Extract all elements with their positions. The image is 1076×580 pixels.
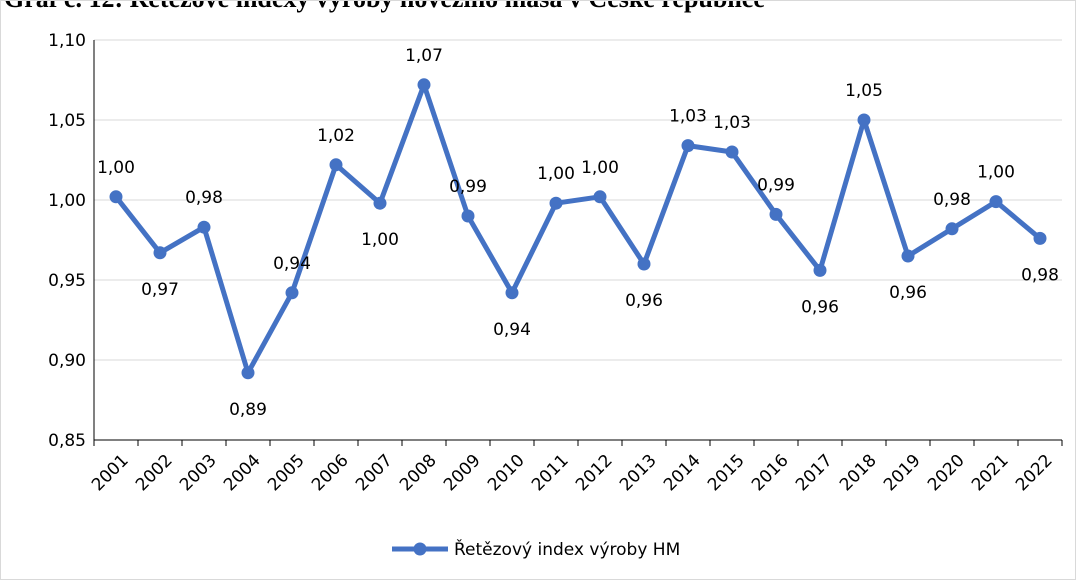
y-tick-label: 1,05	[48, 111, 86, 131]
data-point	[857, 113, 871, 127]
y-tick-label: 1,00	[48, 191, 86, 211]
x-tick-label: 2017	[792, 451, 837, 496]
data-label: 1,03	[713, 113, 751, 133]
data-point	[989, 195, 1003, 209]
data-point	[945, 222, 959, 236]
data-point	[329, 158, 343, 172]
data-point	[901, 249, 915, 263]
x-tick-label: 2011	[528, 451, 573, 496]
x-tick-label: 2007	[352, 451, 397, 496]
x-tick-label: 2013	[616, 451, 661, 496]
data-point	[505, 286, 519, 300]
data-point	[373, 196, 387, 210]
x-tick-label: 2016	[748, 451, 793, 496]
data-label: 0,94	[493, 320, 531, 340]
data-point	[769, 207, 783, 221]
data-point	[285, 286, 299, 300]
data-point	[549, 196, 563, 210]
x-tick-label: 2022	[1012, 451, 1057, 496]
data-point	[813, 263, 827, 277]
data-label: 1,07	[405, 46, 443, 66]
data-label: 1,00	[361, 230, 399, 250]
data-label: 0,98	[933, 190, 971, 210]
data-label: 0,96	[625, 291, 663, 311]
data-label: 0,96	[801, 297, 839, 317]
data-point	[461, 209, 475, 223]
x-tick-label: 2021	[968, 451, 1013, 496]
legend-label: Řetězový index výroby HM	[454, 538, 680, 560]
data-label: 0,98	[185, 188, 223, 208]
y-tick-label: 0,95	[48, 271, 86, 291]
data-point	[1033, 231, 1047, 245]
series-line	[113, 82, 1043, 376]
data-point	[681, 139, 695, 153]
x-tick-label: 2009	[440, 451, 485, 496]
data-label: 0,99	[757, 175, 795, 195]
x-tick-label: 2012	[572, 451, 617, 496]
data-label: 0,97	[141, 280, 179, 300]
x-tick-label: 2003	[176, 451, 221, 496]
y-tick-label: 1,10	[48, 31, 86, 51]
data-point	[241, 366, 255, 380]
data-point	[417, 78, 431, 92]
x-tick-label: 2015	[704, 451, 749, 496]
data-label: 0,99	[449, 177, 487, 197]
x-tick-label: 2002	[132, 451, 177, 496]
data-label: 1,00	[581, 158, 619, 178]
x-tick-label: 2020	[924, 451, 969, 496]
data-label: 0,89	[229, 400, 267, 420]
data-point	[725, 145, 739, 159]
x-tick-label: 2005	[264, 451, 309, 496]
data-point	[109, 190, 123, 204]
x-tick-label: 2004	[220, 451, 265, 496]
x-tick-label: 2019	[880, 451, 925, 496]
data-label: 0,94	[273, 254, 311, 274]
chart-title: Graf č. 12: Řetězové indexy výroby hověz…	[0, 0, 1076, 14]
x-tick-label: 2018	[836, 451, 881, 496]
data-label: 0,98	[1021, 265, 1059, 285]
data-label: 1,00	[97, 158, 135, 178]
data-label: 1,05	[845, 81, 883, 101]
data-point	[593, 190, 607, 204]
data-label: 1,00	[977, 163, 1015, 183]
y-tick-label: 0,90	[48, 351, 86, 371]
data-point	[197, 220, 211, 234]
y-tick-label: 0,85	[48, 431, 86, 451]
legend-marker	[413, 542, 427, 556]
x-tick-label: 2014	[660, 451, 705, 496]
x-tick-label: 2008	[396, 451, 441, 496]
data-label: 1,02	[317, 126, 355, 146]
x-tick-label: 2006	[308, 451, 353, 496]
data-label: 1,03	[669, 107, 707, 127]
data-point	[153, 246, 167, 260]
data-label: 0,96	[889, 283, 927, 303]
data-label: 1,00	[537, 164, 575, 184]
data-point	[637, 257, 651, 271]
x-tick-label: 2001	[88, 451, 133, 496]
x-tick-label: 2010	[484, 451, 529, 496]
